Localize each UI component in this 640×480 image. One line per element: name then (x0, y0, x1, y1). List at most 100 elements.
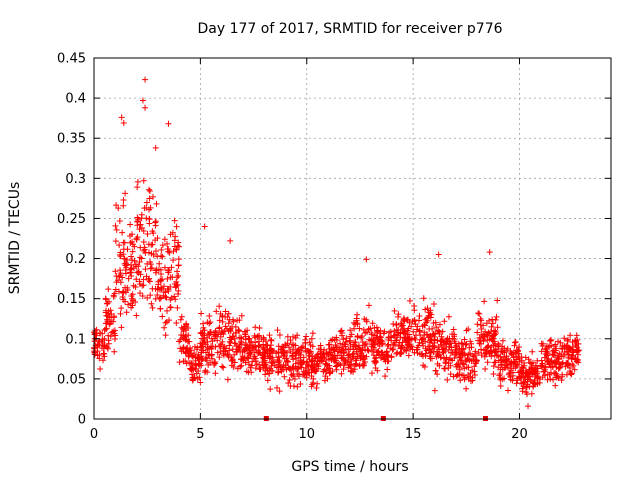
data-point (165, 246, 172, 253)
data-point (140, 276, 147, 283)
data-point (105, 286, 112, 293)
data-point (118, 114, 125, 121)
data-point (558, 360, 565, 367)
data-point (512, 338, 519, 345)
data-point (439, 342, 446, 349)
data-point (240, 356, 247, 363)
data-point (190, 353, 197, 360)
data-point (122, 289, 129, 296)
data-point (419, 350, 426, 357)
data-point (429, 325, 436, 332)
data-point (489, 333, 496, 340)
data-point (256, 366, 263, 373)
data-point (531, 377, 538, 384)
data-point (519, 364, 526, 371)
data-point (513, 347, 520, 354)
data-point (120, 119, 127, 126)
data-point (363, 316, 370, 323)
data-point (297, 381, 304, 388)
data-point (148, 300, 155, 307)
data-point (571, 366, 578, 373)
data-point (281, 373, 288, 380)
data-point (165, 269, 172, 276)
data-point (473, 357, 480, 364)
data-point (214, 337, 221, 344)
data-point (148, 250, 155, 257)
data-point (472, 360, 479, 367)
data-point (352, 360, 359, 367)
data-point (213, 308, 220, 315)
data-point (406, 297, 413, 304)
data-point (525, 403, 532, 410)
data-point (405, 325, 412, 332)
data-point (421, 329, 428, 336)
data-point (529, 359, 536, 366)
data-point (120, 288, 127, 295)
data-point (173, 246, 180, 253)
data-point (452, 346, 459, 353)
data-point (108, 311, 115, 318)
data-point (253, 361, 260, 368)
data-point (373, 324, 380, 331)
data-point (456, 345, 463, 352)
data-point (488, 323, 495, 330)
data-point (267, 336, 274, 343)
data-point (544, 358, 551, 365)
x-tick-label: 15 (405, 427, 422, 442)
data-point (397, 320, 404, 327)
data-point (135, 268, 142, 275)
data-point (436, 330, 443, 337)
data-point (482, 366, 489, 373)
data-point (489, 320, 496, 327)
data-point (157, 305, 164, 312)
data-point (483, 320, 490, 327)
data-point (294, 332, 301, 339)
data-point (574, 351, 581, 358)
data-point (238, 362, 245, 369)
data-point (438, 354, 445, 361)
data-point (422, 338, 429, 345)
data-point (110, 293, 117, 300)
data-point (440, 345, 447, 352)
data-point (174, 268, 181, 275)
data-point (495, 364, 502, 371)
data-point (345, 354, 352, 361)
data-point (534, 365, 541, 372)
data-point (140, 282, 147, 289)
data-point (461, 336, 468, 343)
data-point (498, 348, 505, 355)
data-point (337, 328, 344, 335)
data-point (110, 328, 117, 335)
data-point (139, 292, 146, 299)
data-point (446, 355, 453, 362)
data-point (480, 322, 487, 329)
data-point (351, 366, 358, 373)
data-point (371, 338, 378, 345)
data-point (435, 251, 442, 258)
data-point (539, 340, 546, 347)
data-point (355, 342, 362, 349)
data-point (439, 349, 446, 356)
data-point (170, 257, 177, 264)
data-point (198, 343, 205, 350)
data-point (96, 338, 103, 345)
data-point (343, 346, 350, 353)
data-point (226, 338, 233, 345)
data-point (249, 345, 256, 352)
data-point (172, 296, 179, 303)
data-point (508, 365, 515, 372)
y-tick-label: 0.3 (65, 172, 86, 187)
data-point (331, 347, 338, 354)
data-point (127, 269, 134, 276)
data-point (444, 376, 451, 383)
data-point (220, 331, 227, 338)
data-point (103, 312, 110, 319)
data-point (275, 349, 282, 356)
data-point (570, 362, 577, 369)
data-point (481, 298, 488, 305)
data-point (413, 326, 420, 333)
data-point (256, 324, 263, 331)
data-point (573, 340, 580, 347)
data-point (105, 337, 112, 344)
data-point (284, 358, 291, 365)
